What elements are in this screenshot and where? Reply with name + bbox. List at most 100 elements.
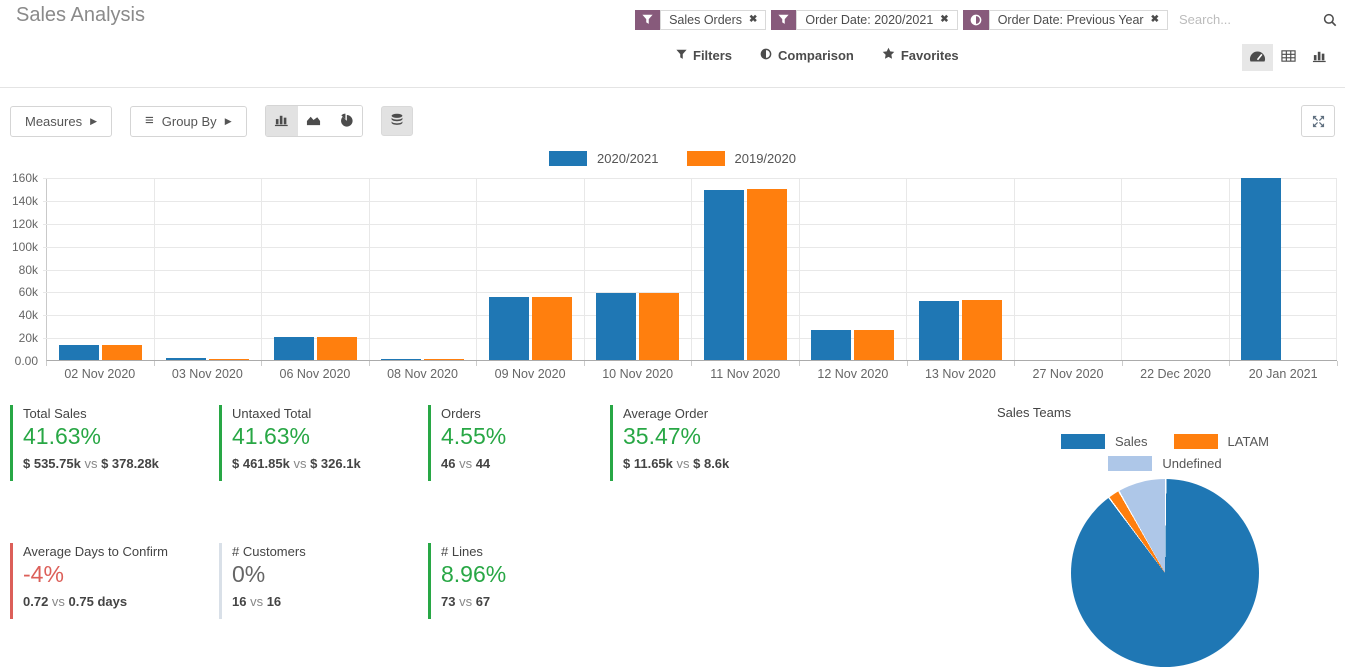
favorites-menu-button[interactable]: Favorites [882,47,959,63]
bar-2019/2020[interactable] [639,293,680,360]
group-by-label: Group By [161,113,217,129]
kpi-current-value: 0.72 [23,594,49,609]
kpi-card[interactable]: Total Sales 41.63% $ 535.75k vs $ 378.28k [10,405,219,481]
facet-label: Order Date: 2020/2021 [805,12,934,27]
kpi-card[interactable]: Untaxed Total 41.63% $ 461.85k vs $ 326.1k [219,405,428,481]
search-icon[interactable] [1323,13,1337,27]
bar-2020/2021[interactable] [703,189,744,360]
axis-tick [691,361,693,366]
pie-legend-row: Sales LATAM [1061,434,1269,449]
filter-icon [771,9,797,30]
bar-2019/2020[interactable] [316,336,357,360]
facet-label: Order Date: Previous Year [997,12,1144,27]
bar-chart-area: 0.00 20k 40k 60k 80k 100k 120k 140k 160k 02 Nov … [12,171,1338,381]
stacked-toggle-button[interactable] [380,106,413,136]
axis-tick [583,361,585,366]
measures-label: Measures [25,113,83,129]
bar-2020/2021[interactable] [596,293,637,360]
bar-group [1015,178,1122,360]
bar-2020/2021[interactable] [1241,178,1282,360]
legend-item-Undefined[interactable]: Undefined [1108,456,1222,471]
gridline [43,338,1337,340]
bar-2019/2020[interactable] [101,344,142,360]
group-by-button[interactable]: ≡ Group By ▶ [130,105,247,137]
y-axis-tick-label: 60k [18,285,38,300]
bar-2019/2020[interactable] [531,296,572,360]
facet-remove-icon[interactable]: ✖ [1150,14,1159,25]
view-switch-pivot[interactable] [1273,44,1304,71]
bar-2020/2021[interactable] [811,330,852,360]
x-axis: 02 Nov 2020 03 Nov 2020 06 Nov 2020 08 Nov … [46,361,1338,381]
bar-2019/2020[interactable] [961,299,1002,360]
bar-2020/2021[interactable] [918,300,959,360]
kpi-card[interactable]: # Lines 8.96% 73 vs 67 [428,543,610,619]
bar-chart-button[interactable] [265,106,298,136]
legend-item-LATAM[interactable]: LATAM [1173,434,1269,449]
expand-button[interactable] [1301,105,1335,137]
bar-group [1230,178,1337,360]
y-axis-tick-label: 140k [11,193,38,208]
comparison-icon [962,9,989,30]
kpi-label: Orders [441,406,481,421]
y-axis-tick-label: 20k [18,331,38,346]
pie-legend-row: Undefined [1108,456,1222,471]
sales-bar-chart: 2020/2021 2019/2020 0.00 20k 40k 60k 80k 100k 1… [0,151,1345,381]
legend-item-2019/2020[interactable]: 2019/2020 [686,151,796,166]
kpi-card[interactable]: Average Days to Confirm -4% 0.72 vs 0.75 d… [10,543,219,619]
filter-facet[interactable]: Order Date: Previous Year ✖ [962,9,1168,30]
x-label-text: 06 Nov 2020 [279,367,351,381]
x-label-text: 10 Nov 2020 [602,367,674,381]
bar-2019/2020[interactable] [209,358,250,360]
measures-button[interactable]: Measures ▶ [10,105,112,137]
pie-chart-title: Sales Teams [997,405,1072,420]
kpi-comparison: 0.72 vs 0.75 days [23,594,219,609]
y-axis-tick-label: 120k [11,216,38,231]
bar-2020/2021[interactable] [273,336,314,360]
kpi-card[interactable]: Average Order 35.47% $ 11.65k vs $ 8.6k [610,405,985,481]
pivot-table-icon [1281,49,1296,66]
gridline [43,315,1337,317]
search-menus: Filters Comparison Favorites [676,47,959,63]
pie-chart-button[interactable] [329,106,362,136]
facet-remove-icon[interactable]: ✖ [940,14,949,25]
x-axis-tick-label: 03 Nov 2020 [154,361,263,381]
x-label-text: 27 Nov 2020 [1032,367,1104,381]
bar-group [477,178,585,360]
legend-label: LATAM [1227,434,1269,449]
x-axis-tick-label: 27 Nov 2020 [1014,361,1123,381]
bar-2020/2021[interactable] [58,344,99,360]
filter-facet[interactable]: Order Date: 2020/2021 ✖ [771,9,958,30]
view-switch-dashboard[interactable] [1242,44,1273,71]
facet-remove-icon[interactable]: ✖ [749,14,758,25]
comparison-menu-button[interactable]: Comparison [760,47,854,63]
area-chart-icon [306,113,321,130]
view-switch-graph[interactable] [1304,44,1335,71]
kpi-card[interactable]: Orders 4.55% 46 vs 44 [428,405,610,481]
expand-arrows-icon [1312,115,1325,128]
kpi-comparison: $ 461.85k vs $ 326.1k [232,456,428,471]
bar-chart-icon [274,113,289,130]
y-axis-tick-label: 100k [11,239,38,254]
filter-facet[interactable]: Sales Orders ✖ [635,9,767,30]
axis-tick [1121,361,1123,366]
line-chart-button[interactable] [297,106,330,136]
search-facets: Sales Orders ✖ Order Date: 2020/2021 ✖ Order… [635,9,1173,30]
bar-2019/2020[interactable] [424,358,465,360]
x-axis-tick-label: 11 Nov 2020 [691,361,801,381]
bar-2019/2020[interactable] [746,189,787,360]
bar-2020/2021[interactable] [488,297,529,360]
kpi-previous-value: $ 378.28k [101,456,159,471]
bar-2020/2021[interactable] [381,358,422,360]
legend-item-Sales[interactable]: Sales [1061,434,1148,449]
bar-2019/2020[interactable] [854,330,895,360]
filters-menu-button[interactable]: Filters [676,47,732,63]
legend-item-2020/2021[interactable]: 2020/2021 [549,151,659,166]
search-input[interactable] [1173,8,1321,31]
bar-2020/2021[interactable] [166,358,207,360]
sales-teams-pie-chart[interactable] [1071,479,1259,667]
page-title: Sales Analysis [16,4,145,26]
kpi-dashboard: Total Sales 41.63% $ 535.75k vs $ 378.28k U… [0,405,1345,667]
x-label-text: 09 Nov 2020 [494,367,566,381]
kpi-card[interactable]: # Customers 0% 16 vs 16 [219,543,428,619]
kpi-comparison: 73 vs 67 [441,594,610,609]
